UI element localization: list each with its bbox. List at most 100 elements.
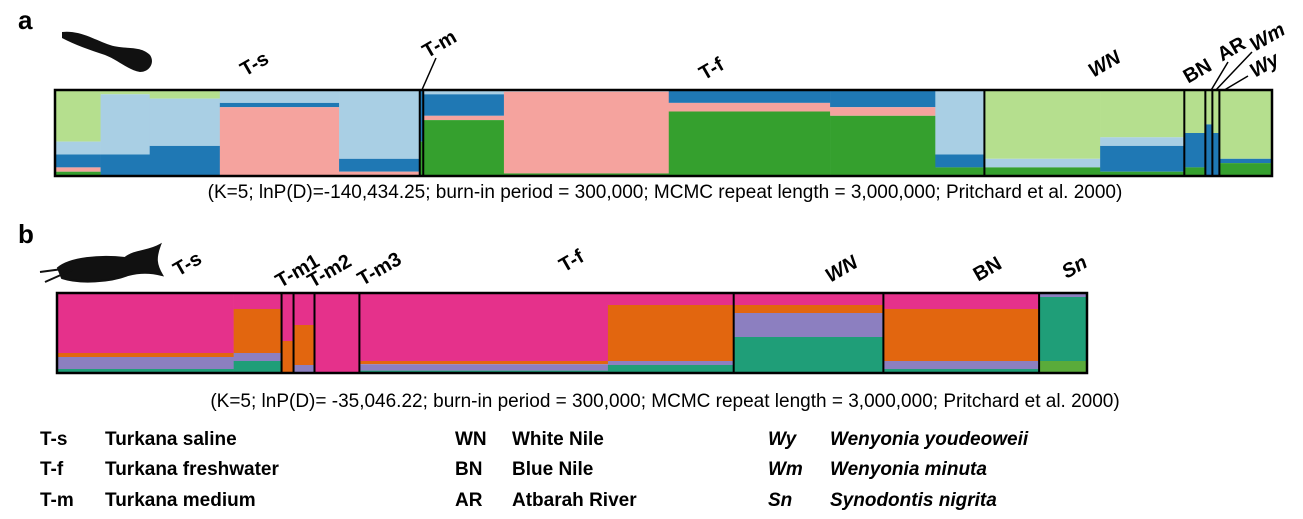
cluster-segment bbox=[359, 364, 609, 371]
cluster-segment bbox=[984, 90, 1101, 159]
cluster-segment bbox=[1100, 90, 1185, 138]
catfish-silhouette bbox=[39, 242, 165, 283]
cluster-segment bbox=[733, 305, 884, 313]
cluster-segment bbox=[55, 90, 101, 142]
cluster-segment bbox=[1100, 171, 1185, 176]
population-label: AR bbox=[1214, 32, 1250, 66]
cluster-segment bbox=[607, 293, 734, 305]
label-leaders bbox=[420, 51, 1253, 93]
cluster-segment bbox=[1219, 158, 1273, 164]
legend-name: Wenyonia youdeoweii bbox=[830, 429, 1029, 450]
cluster-segment bbox=[149, 98, 221, 146]
cluster-segment bbox=[339, 158, 421, 172]
cluster-segment bbox=[1100, 145, 1185, 172]
cluster-segment bbox=[339, 90, 421, 159]
cluster-segment bbox=[100, 94, 150, 155]
cluster-segment bbox=[419, 90, 424, 142]
cluster-segment bbox=[233, 293, 282, 309]
cluster-segment bbox=[1219, 163, 1273, 176]
population-label: T-s bbox=[170, 248, 206, 282]
cluster-segment bbox=[503, 91, 670, 174]
cluster-segment bbox=[1212, 133, 1220, 176]
legend-code: Sn bbox=[768, 490, 792, 511]
caption: (K=5; lnP(D)= -35,046.22; burn-in period… bbox=[210, 391, 1119, 412]
legend-code: T-f bbox=[40, 459, 64, 480]
cluster-segment bbox=[1184, 133, 1206, 168]
cluster-segment bbox=[57, 293, 234, 353]
legend-name: White Nile bbox=[512, 429, 604, 450]
cluster-segment bbox=[281, 341, 294, 373]
population-label: WN bbox=[1085, 46, 1125, 82]
cluster-segment bbox=[293, 365, 315, 373]
cluster-segment bbox=[935, 90, 985, 155]
population-label: T-f bbox=[696, 54, 728, 85]
cluster-segment bbox=[1039, 361, 1088, 373]
population-label: Sn bbox=[1058, 251, 1091, 283]
cluster-segment bbox=[503, 173, 670, 176]
cluster-segment bbox=[883, 309, 1040, 361]
caption: (K=5; lnP(D)=-140,434.25; burn-in period… bbox=[208, 182, 1123, 203]
plot-frame bbox=[55, 291, 1089, 375]
legend-code: WN bbox=[455, 429, 487, 450]
cluster-segment bbox=[883, 293, 1040, 309]
cluster-segment bbox=[883, 369, 1040, 373]
cluster-segment bbox=[314, 293, 360, 373]
population-label: T-m3 bbox=[354, 248, 405, 290]
cluster-segment bbox=[984, 158, 1101, 168]
cluster-segment bbox=[149, 90, 221, 99]
legend-name: Turkana medium bbox=[105, 490, 256, 511]
legend-name: Blue Nile bbox=[512, 459, 593, 480]
cluster-segment bbox=[607, 361, 734, 365]
cluster-segment bbox=[830, 90, 936, 108]
cluster-segment bbox=[233, 361, 282, 373]
population-label: WN bbox=[822, 251, 862, 287]
cluster-segment bbox=[423, 120, 505, 176]
cluster-segment bbox=[55, 154, 101, 168]
cluster-segment bbox=[55, 171, 101, 176]
cluster-segment bbox=[233, 309, 282, 353]
population-label: T-s bbox=[237, 48, 273, 82]
cluster-segment bbox=[57, 369, 234, 373]
cluster-segment bbox=[100, 154, 150, 176]
cluster-segment bbox=[233, 353, 282, 361]
legend-code: AR bbox=[455, 490, 483, 511]
cluster-segment bbox=[1219, 90, 1273, 159]
cluster-segment bbox=[423, 90, 505, 95]
cluster-segment bbox=[359, 361, 609, 365]
cluster-segment bbox=[1039, 297, 1088, 361]
cluster-segment bbox=[55, 141, 101, 155]
population-label: BN bbox=[970, 253, 1006, 286]
plot-frame bbox=[53, 88, 1274, 178]
cluster-segment bbox=[668, 111, 831, 176]
cluster-segment bbox=[339, 171, 421, 176]
legend-code: T-m bbox=[40, 490, 74, 511]
cluster-segment bbox=[733, 313, 884, 337]
cluster-segment bbox=[1205, 124, 1213, 176]
cluster-segment bbox=[1184, 90, 1206, 133]
cluster-segment bbox=[607, 305, 734, 361]
cluster-segment bbox=[149, 145, 221, 176]
cluster-segment bbox=[359, 293, 609, 361]
cluster-segment bbox=[830, 115, 936, 176]
cluster-segment bbox=[100, 90, 150, 95]
legend-code: T-s bbox=[40, 429, 67, 450]
panel-letter: b bbox=[18, 219, 34, 249]
fish-silhouette bbox=[62, 31, 152, 72]
panel-letter: a bbox=[18, 5, 33, 35]
cluster-segment bbox=[1039, 293, 1088, 297]
legend-name: Atbarah River bbox=[512, 490, 637, 511]
cluster-segment bbox=[219, 102, 340, 108]
cluster-segment bbox=[293, 325, 315, 365]
cluster-segment bbox=[55, 167, 101, 172]
cluster-segment bbox=[57, 357, 234, 369]
cluster-segment bbox=[607, 365, 734, 373]
legend-code: Wy bbox=[768, 429, 798, 450]
cluster-segment bbox=[219, 107, 340, 176]
legend-code: BN bbox=[455, 459, 482, 480]
cluster-segment bbox=[219, 90, 340, 103]
cluster-segment bbox=[668, 102, 831, 112]
cluster-segment bbox=[1212, 90, 1220, 133]
legend-name: Synodontis nigrita bbox=[830, 490, 997, 511]
cluster-segment bbox=[281, 293, 294, 341]
